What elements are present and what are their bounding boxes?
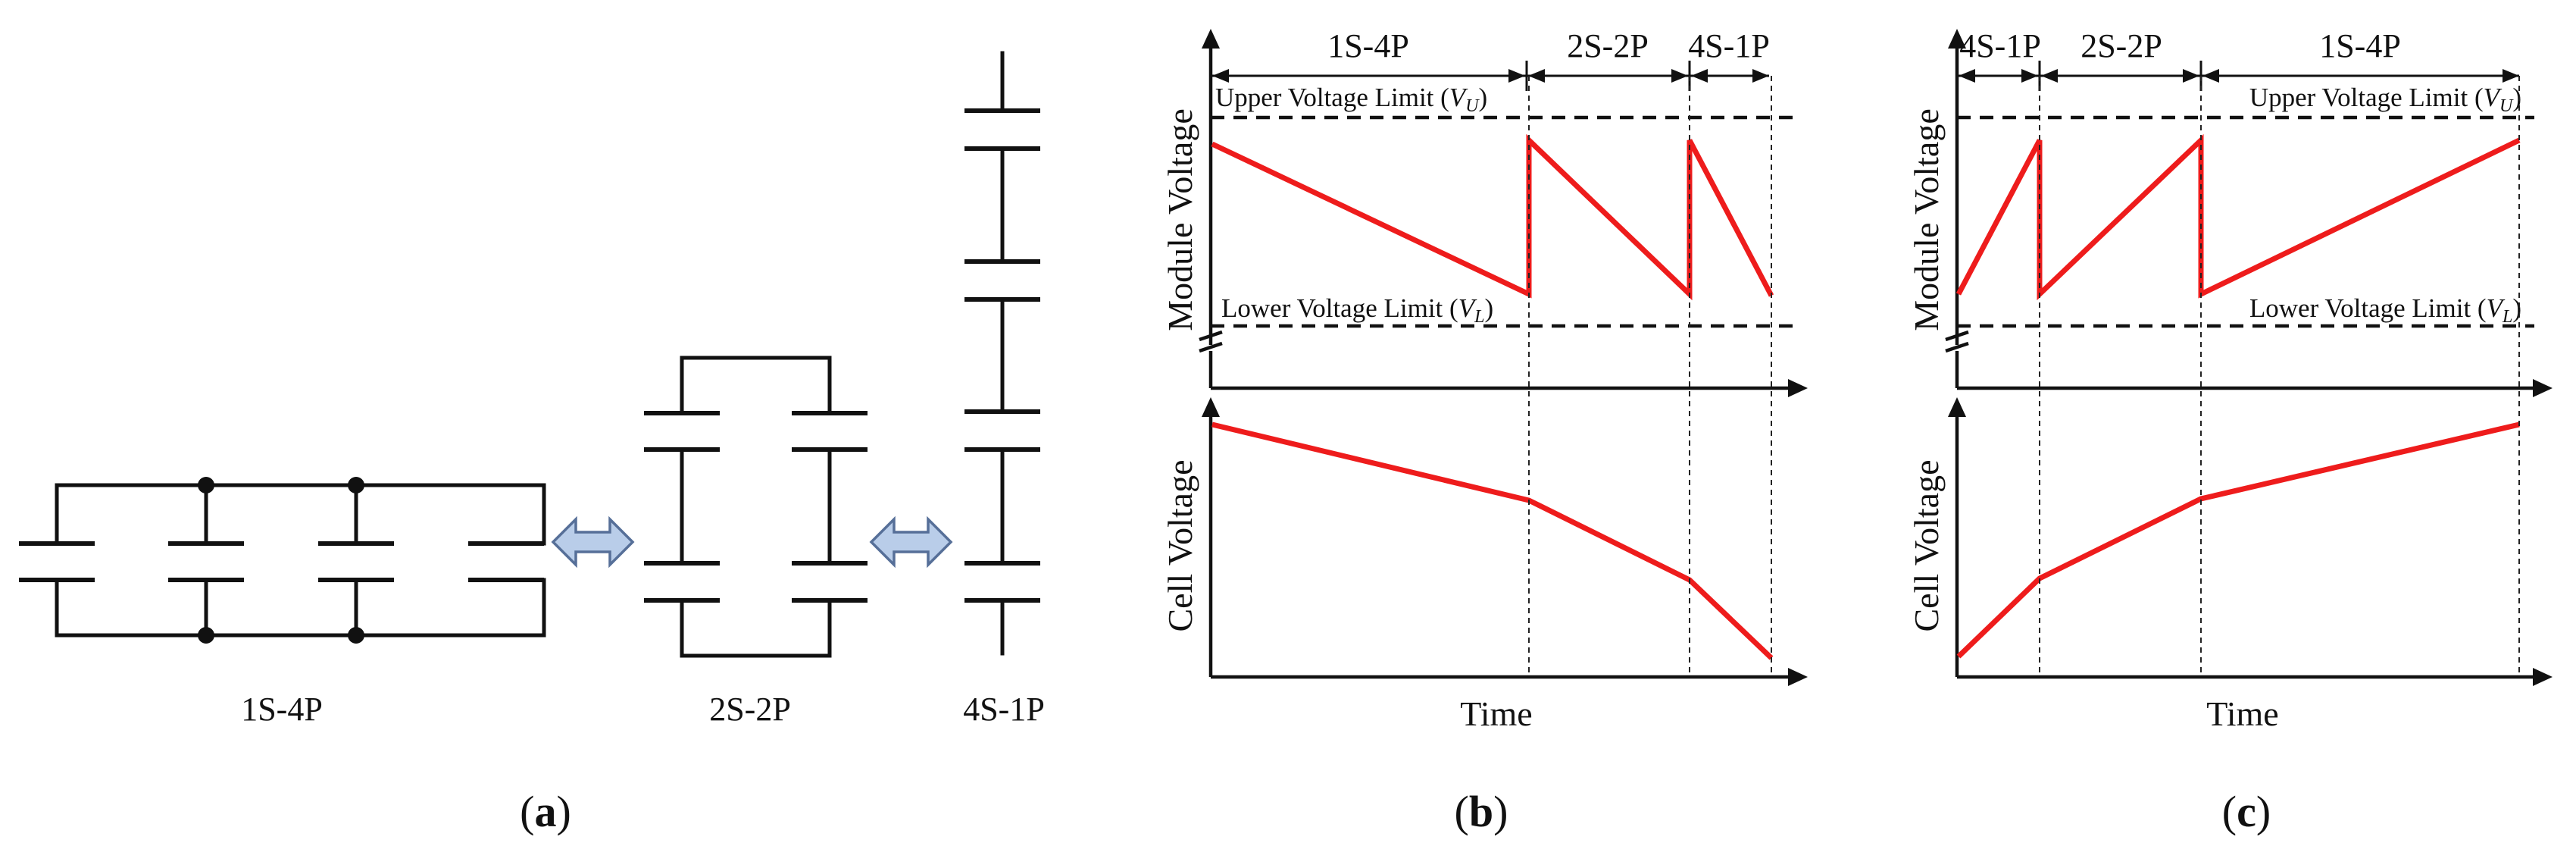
lower-limit-label-b: Lower Voltage Limit (VL) <box>1221 293 1493 327</box>
cell-2s2p-4 <box>792 561 868 603</box>
cell-1s4p-3 <box>318 541 394 582</box>
y-arrow-icon <box>1948 397 1966 417</box>
cell-voltage-ylabel-b: Cell Voltage <box>1161 459 1199 631</box>
phase-label-b-2: 2S-2P <box>1567 27 1649 64</box>
upper-limit-label-b: Upper Voltage Limit (VU) <box>1215 83 1487 116</box>
panel-b: Upper Voltage Limit (VU) Lower Voltage L… <box>1161 27 1808 836</box>
x-arrow-icon <box>1788 668 1808 686</box>
circuit-2s2p: 2S-2P <box>644 356 868 728</box>
module-voltage-ylabel-c: Module Voltage <box>1907 108 1946 331</box>
dim-arrow-icon <box>1959 69 1975 83</box>
cell-2s2p-1 <box>644 411 720 452</box>
panel-a: 1S-4P 2S-2P <box>19 51 1045 836</box>
module-voltage-ylabel-b: Module Voltage <box>1161 108 1199 331</box>
junction-dot <box>348 477 364 494</box>
caption-c: (c) <box>2222 787 2271 836</box>
cell-4s1p-2 <box>964 259 1040 302</box>
dim-arrow-icon <box>2202 69 2219 83</box>
phase-label-b-3: 4S-1P <box>1688 27 1770 64</box>
cell-2s2p-2 <box>644 561 720 603</box>
cell-voltage-chart-b: Cell Voltage Time <box>1161 397 1808 733</box>
dim-arrow-icon <box>1212 69 1229 83</box>
phase-dimension-b: 1S-4P 2S-2P 4S-1P <box>1212 27 1770 91</box>
x-arrow-icon <box>2533 379 2553 397</box>
caption-a: (a) <box>520 787 571 836</box>
label-1s4p: 1S-4P <box>241 691 323 728</box>
double-arrow-icon <box>869 515 953 569</box>
phase-dimension-c: 4S-1P 2S-2P 1S-4P <box>1959 27 2519 91</box>
y-arrow-icon <box>1948 29 1966 49</box>
dim-arrow-icon <box>2503 69 2519 83</box>
dim-arrow-icon <box>2041 69 2058 83</box>
dim-arrow-icon <box>2021 69 2038 83</box>
cell-voltage-curve-c <box>1956 421 2520 659</box>
cell-1s4p-2 <box>168 541 244 582</box>
phase-label-b-1: 1S-4P <box>1327 27 1409 64</box>
y-arrow-icon <box>1202 397 1220 417</box>
axis-break-mark <box>1945 341 1969 353</box>
junction-dot <box>198 627 214 644</box>
x-arrow-icon <box>2533 668 2553 686</box>
dim-arrow-icon <box>2183 69 2199 83</box>
upper-limit-label-c: Upper Voltage Limit (VU) <box>2249 83 2521 116</box>
dim-arrow-icon <box>1508 69 1525 83</box>
label-4s1p: 4S-1P <box>963 691 1045 728</box>
dim-arrow-icon <box>1752 69 1769 83</box>
dim-arrow-icon <box>1528 69 1545 83</box>
module-voltage-curve-b <box>1211 133 1774 301</box>
cell-voltage-curve-b <box>1211 421 1774 660</box>
dim-arrow-icon <box>1671 69 1688 83</box>
circuit-4s1p: 4S-1P <box>963 51 1045 728</box>
phase-label-c-1: 4S-1P <box>1959 27 2041 64</box>
module-voltage-chart-b: Upper Voltage Limit (VU) Lower Voltage L… <box>1161 27 1808 397</box>
cell-4s1p-1 <box>964 108 1040 151</box>
axis-break-mark <box>1945 330 1969 342</box>
dim-arrow-icon <box>1691 69 1708 83</box>
junction-dot <box>348 627 364 644</box>
time-xlabel-c: Time <box>2206 694 2278 733</box>
phase-label-c-2: 2S-2P <box>2080 27 2162 64</box>
cell-1s4p-1 <box>19 541 95 582</box>
panel-c: Upper Voltage Limit (VU) Lower Voltage L… <box>1907 27 2553 836</box>
cell-1s4p-4 <box>468 541 544 582</box>
axis-break-mark <box>1199 341 1223 353</box>
lower-limit-label-c: Lower Voltage Limit (VL) <box>2249 293 2521 327</box>
label-2s2p: 2S-2P <box>709 691 791 728</box>
junction-dot <box>198 477 214 494</box>
time-xlabel-b: Time <box>1460 694 1532 733</box>
module-voltage-curve-c <box>1955 133 2521 301</box>
x-arrow-icon <box>1788 379 1808 397</box>
double-arrow-icon <box>551 515 635 569</box>
caption-b: (b) <box>1455 787 1508 836</box>
cell-voltage-ylabel-c: Cell Voltage <box>1907 459 1946 631</box>
cell-voltage-chart-c: Cell Voltage Time <box>1907 397 2553 733</box>
cell-4s1p-3 <box>964 409 1040 452</box>
cell-4s1p-4 <box>964 561 1040 603</box>
y-arrow-icon <box>1202 29 1220 49</box>
phase-label-c-3: 1S-4P <box>2319 27 2401 64</box>
axis-break-mark <box>1199 330 1223 342</box>
cell-2s2p-3 <box>792 411 868 452</box>
circuit-1s4p: 1S-4P <box>19 477 546 728</box>
module-voltage-chart-c: Upper Voltage Limit (VU) Lower Voltage L… <box>1907 27 2553 397</box>
